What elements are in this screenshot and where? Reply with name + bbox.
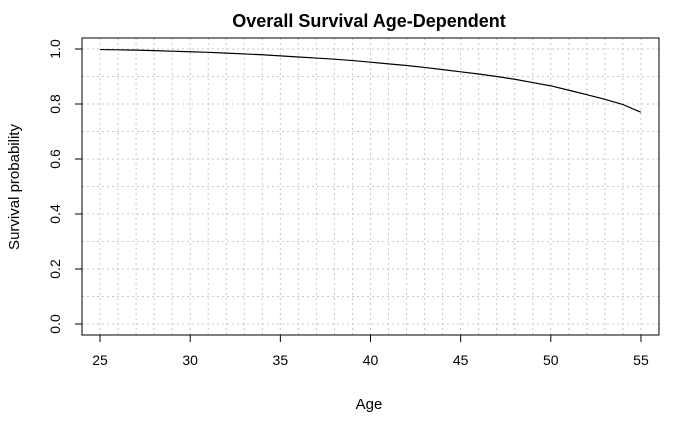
x-tick-label-5: 50 [543, 352, 559, 368]
grid [82, 38, 659, 335]
y-tick-label-1: 0.2 [47, 259, 63, 279]
y-tick-label-4: 0.8 [47, 94, 63, 114]
x-tick-label-6: 55 [633, 352, 649, 368]
survival-curve [100, 48, 642, 113]
y-axis: 0.0 0.2 0.4 0.6 0.8 1.0 [47, 39, 83, 334]
chart-title: Overall Survival Age-Dependent [232, 11, 505, 31]
x-axis: 25 30 35 40 45 50 55 [92, 334, 649, 368]
y-axis-label: Survival probability [6, 124, 23, 250]
x-tick-label-0: 25 [92, 352, 108, 368]
y-tick-label-2: 0.4 [47, 204, 63, 224]
x-tick-label-2: 35 [273, 352, 289, 368]
x-axis-label: Age [356, 396, 383, 413]
y-tick-label-5: 1.0 [47, 39, 63, 59]
x-tick-label-4: 45 [453, 352, 469, 368]
x-tick-label-1: 30 [182, 352, 198, 368]
x-tick-label-3: 40 [363, 352, 379, 368]
y-tick-label-3: 0.6 [47, 149, 63, 169]
y-tick-label-0: 0.0 [47, 314, 63, 334]
